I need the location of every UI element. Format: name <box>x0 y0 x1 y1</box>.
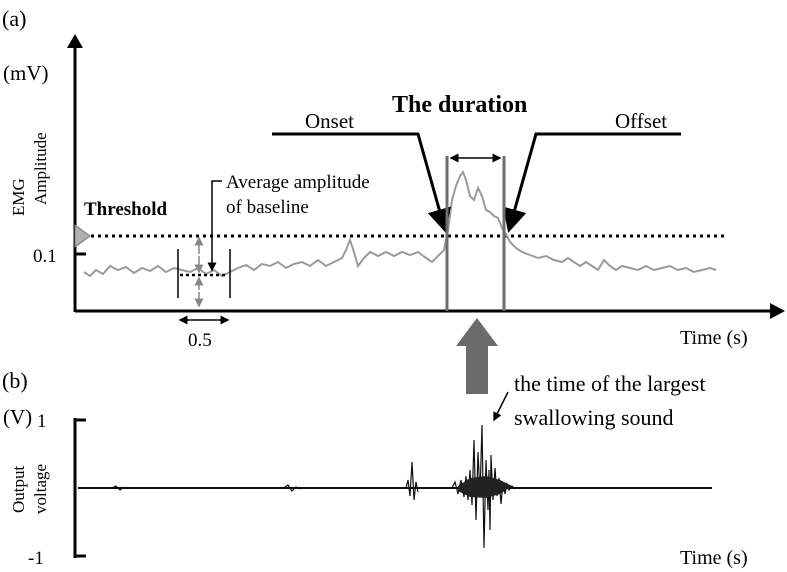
sound-bump-1 <box>111 485 125 491</box>
sound-small-burst <box>405 461 419 501</box>
panel-b-y-label-2: voltage <box>31 464 50 514</box>
onset-pointer <box>272 132 451 233</box>
sound-annotation-1: the time of the largest <box>514 371 705 396</box>
panel-b-y-tick-top-label: 1 <box>37 411 47 432</box>
duration-label: The duration <box>392 92 527 118</box>
threshold-marker-icon <box>74 224 91 248</box>
panel-b-y-tick-bottom-label: -1 <box>28 548 44 569</box>
sound-main-burst-fill <box>458 476 512 498</box>
panel-a-x-label: Time (s) <box>680 327 748 349</box>
baseline-label-2: of baseline <box>226 197 309 218</box>
panel-a-y-tick-label: 0.1 <box>33 246 57 267</box>
offset-pointer <box>503 132 681 233</box>
panel-a-y-axis-arrow-icon <box>67 34 83 48</box>
panel-a-y-label-2: Amplitude <box>31 132 50 205</box>
panel-a: (a) (mV) EMG Amplitude 0.1 Threshold 0.5 <box>2 6 785 351</box>
panel-a-label: (a) <box>2 6 26 31</box>
panel-b-label: (b) <box>2 368 28 393</box>
panel-b-y-unit: (V) <box>3 405 32 429</box>
panel-b-x-label: Time (s) <box>680 547 748 569</box>
threshold-label: Threshold <box>84 199 168 220</box>
panel-a-x-axis-arrow-icon <box>770 303 785 319</box>
offset-label: Offset <box>615 109 667 133</box>
window-width-label: 0.5 <box>188 330 212 351</box>
panel-b-y-label-1: Output <box>9 466 28 514</box>
emg-signal <box>83 169 717 278</box>
onset-label: Onset <box>305 109 354 133</box>
sound-bump-2 <box>283 484 301 492</box>
link-up-arrow-icon <box>456 318 498 394</box>
panel-b: (b) (V) 1 -1 Output voltage the time of … <box>2 368 748 569</box>
sound-annotation-2: swallowing sound <box>514 405 674 430</box>
sound-annotation-arrow <box>493 391 509 422</box>
baseline-label-1: Average amplitude <box>226 172 370 193</box>
panel-a-y-unit: (mV) <box>3 61 49 85</box>
baseline-annotation-arrow <box>207 180 222 272</box>
panel-a-y-label-1: EMG <box>9 178 28 216</box>
